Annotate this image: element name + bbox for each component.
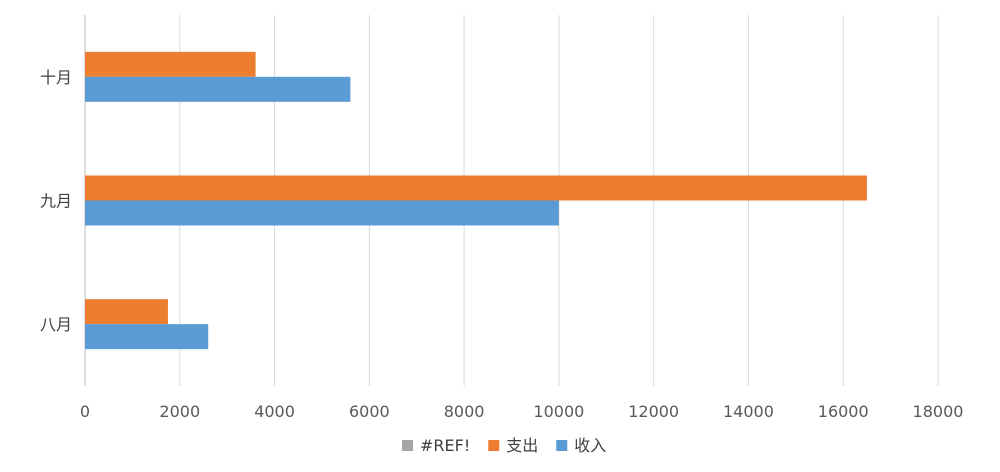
x-tick-label: 8000 (444, 402, 485, 421)
x-tick-label: 18000 (913, 402, 964, 421)
legend-label: 支出 (506, 436, 538, 455)
bar-收入-八月 (85, 324, 209, 350)
x-tick-label: 2000 (159, 402, 200, 421)
legend: #REF! 支出 收入 (402, 436, 606, 455)
x-tick-label: 10000 (533, 402, 584, 421)
legend-label: #REF! (420, 436, 470, 455)
y-category-label: 九月 (40, 192, 72, 211)
bars (85, 51, 867, 350)
x-tick-label: 4000 (254, 402, 295, 421)
bar-收入-九月 (85, 200, 559, 226)
bar-支出-十月 (85, 51, 256, 77)
bar-收入-十月 (85, 76, 351, 102)
legend-swatch (402, 440, 413, 451)
legend-swatch (556, 440, 568, 451)
x-tick-label: 0 (80, 402, 90, 421)
bar-支出-九月 (85, 175, 867, 201)
x-tick-label: 14000 (723, 402, 774, 421)
x-tick-label: 16000 (818, 402, 869, 421)
y-category-label: 八月 (40, 315, 72, 334)
x-tick-label: 12000 (628, 402, 679, 421)
y-category-label: 十月 (40, 68, 72, 87)
bar-支出-八月 (85, 299, 168, 325)
x-axis-ticks: 0 2000 4000 6000 8000 10000 12000 14000 16000 180… (80, 402, 964, 421)
legend-label: 收入 (574, 436, 606, 455)
legend-swatch (488, 440, 500, 451)
x-tick-label: 6000 (349, 402, 390, 421)
